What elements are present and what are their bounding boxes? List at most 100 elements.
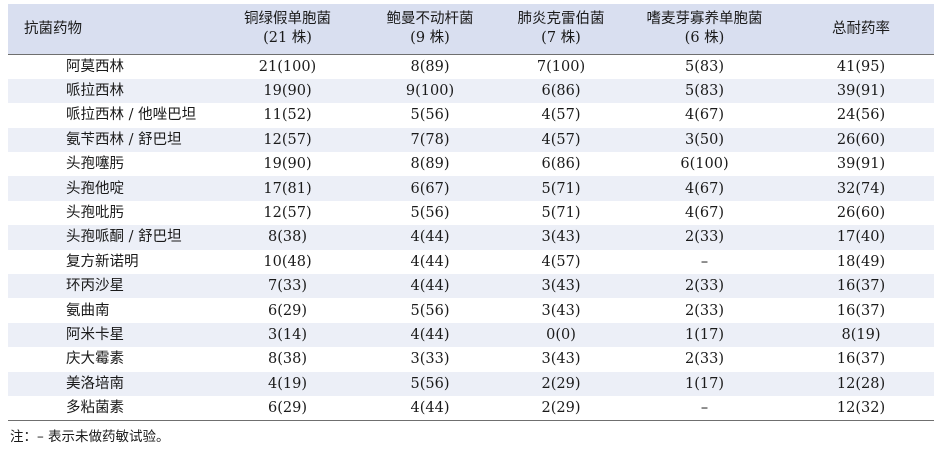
total-rate-cell: 39(91) (836, 83, 886, 100)
resistance-value-cell: 19(90) (263, 83, 312, 100)
header-col-4-count: (6 株) (684, 30, 725, 46)
resistance-value-cell: 2(33) (685, 351, 724, 368)
header-col-2-count: (9 株) (410, 30, 450, 46)
total-rate-cell: 26(60) (836, 131, 886, 148)
table-row: 氨苄西林 / 舒巴坦 12(57) 7(78) 4(57) 3(50) 26(60) (8, 127, 934, 153)
resistance-value-cell: 4(19) (268, 375, 307, 392)
resistance-value-cell: 12(57) (263, 131, 312, 148)
drug-name-cell: 头孢吡肟 (66, 205, 124, 222)
total-rate-cell: 32(74) (836, 180, 886, 197)
resistance-value-cell: 5(71) (541, 180, 581, 197)
drug-name-cell: 阿莫西林 (66, 58, 124, 75)
resistance-value-cell: 2(33) (685, 302, 724, 319)
header-col-1-count: (21 株) (263, 30, 312, 46)
resistance-value-cell: 1(17) (685, 375, 724, 392)
table-row: 阿莫西林 21(100) 8(89) 7(100) 5(83) 41(95) (8, 55, 934, 79)
resistance-value-cell: 3(33) (410, 351, 450, 368)
resistance-value-cell: 19(90) (263, 156, 312, 173)
drug-name-cell: 氨苄西林 / 舒巴坦 (66, 131, 182, 148)
resistance-value-cell: 7(100) (536, 58, 586, 75)
table-header: 抗菌药物 铜绿假单胞菌 (21 株) 鲍曼不动杆菌 (9 株) 肺炎克雷伯菌 (… (8, 4, 934, 55)
resistance-value-cell: 2(33) (685, 229, 724, 246)
resistance-value-cell: 2(33) (685, 278, 724, 295)
table-note: 注：– 表示未做药敏试验。 (10, 429, 170, 445)
resistance-value-cell: – (621, 395, 788, 421)
total-rate-cell: 16(37) (836, 302, 886, 319)
header-col-3-count: (7 株) (541, 30, 581, 46)
drug-name-cell: 环丙沙星 (66, 278, 124, 295)
header-col-4: 嗜麦芽寡养单胞菌 (6 株) (621, 4, 788, 55)
table-row: 哌拉西林 / 他唑巴坦 11(52) 5(56) 4(57) 4(67) 24(56) (8, 103, 934, 127)
resistance-value-cell: – (700, 253, 709, 270)
resistance-value-cell: 17(81) (263, 180, 312, 197)
drug-name-cell: 庆大霉素 (66, 351, 124, 368)
total-rate-cell: 17(40) (836, 229, 886, 246)
header-col-1-name: 铜绿假单胞菌 (244, 11, 331, 27)
resistance-value-cell: 12(57) (263, 205, 312, 222)
total-rate-cell: 18(49) (836, 253, 886, 270)
resistance-value-cell: 3(50) (685, 131, 724, 148)
resistance-value-cell: 4(57) (541, 107, 581, 124)
drug-name-cell: 哌拉西林 / 他唑巴坦 (66, 107, 197, 124)
resistance-value-cell: 7(33) (268, 278, 307, 295)
table-row: 环丙沙星 7(33) 4(44) 3(43) 2(33) 16(37) (8, 274, 934, 299)
resistance-value-cell: 6(29) (268, 302, 307, 319)
resistance-value-cell: 6(67) (410, 180, 450, 197)
header-total: 总耐药率 (788, 4, 934, 55)
resistance-value-cell: 2(29) (501, 395, 621, 421)
resistance-value-cell: 3(43) (541, 229, 581, 246)
resistance-value-cell: 3(43) (541, 302, 581, 319)
total-rate-cell: 16(37) (836, 278, 886, 295)
table-row: 美洛培南 4(19) 5(56) 2(29) 1(17) 12(28) (8, 371, 934, 396)
header-col-4-name: 嗜麦芽寡养单胞菌 (646, 11, 763, 27)
resistance-value-cell: 8(38) (268, 229, 307, 246)
resistance-value-cell: 3(14) (268, 326, 307, 343)
resistance-value-cell: 4(44) (410, 253, 450, 270)
drug-name-cell: 多粘菌素 (8, 395, 216, 421)
table-row: 头孢吡肟 12(57) 5(56) 5(71) 4(67) 26(60) (8, 201, 934, 225)
header-row: 抗菌药物 铜绿假单胞菌 (21 株) 鲍曼不动杆菌 (9 株) 肺炎克雷伯菌 (… (8, 4, 934, 55)
total-rate-cell: 41(95) (836, 58, 886, 75)
resistance-value-cell: 5(56) (410, 375, 450, 392)
total-rate-cell: 24(56) (836, 107, 886, 124)
total-rate-cell: 16(37) (836, 351, 886, 368)
table-body: 阿莫西林 21(100) 8(89) 7(100) 5(83) 41(95) 哌拉西林 19(… (8, 55, 934, 421)
table-row: 头孢噻肟 19(90) 8(89) 6(86) 6(100) 39(91) (8, 152, 934, 176)
resistance-value-cell: 8(89) (410, 156, 450, 173)
resistance-value-cell: 4(44) (359, 395, 501, 421)
total-rate-cell: 39(91) (836, 156, 886, 173)
resistance-value-cell: 5(83) (685, 58, 724, 75)
resistance-table: 抗菌药物 铜绿假单胞菌 (21 株) 鲍曼不动杆菌 (9 株) 肺炎克雷伯菌 (… (8, 4, 934, 421)
drug-name-cell: 阿米卡星 (66, 326, 124, 343)
resistance-value-cell: 4(67) (685, 107, 724, 124)
drug-name-cell: 头孢他啶 (66, 180, 124, 197)
drug-name-cell: 复方新诺明 (66, 253, 139, 270)
resistance-value-cell: 4(57) (541, 131, 581, 148)
table-row: 多粘菌素 6(29) 4(44) 2(29) –12(32) (8, 395, 934, 421)
resistance-value-cell: 4(57) (541, 253, 581, 270)
total-rate-cell: 8(19) (841, 326, 881, 343)
header-drug: 抗菌药物 (8, 4, 216, 55)
resistance-value-cell: 10(48) (263, 253, 312, 270)
resistance-value-cell: 21(100) (258, 58, 317, 75)
resistance-value-cell: 1(17) (685, 326, 724, 343)
header-col-2: 鲍曼不动杆菌 (9 株) (359, 4, 501, 55)
resistance-value-cell: 5(71) (541, 205, 581, 222)
resistance-value-cell: 8(89) (410, 58, 450, 75)
drug-name-cell: 氨曲南 (66, 302, 110, 319)
resistance-value-cell: 4(44) (410, 229, 450, 246)
header-col-3-name: 肺炎克雷伯菌 (517, 11, 605, 27)
total-rate-cell: 12(28) (836, 375, 886, 392)
header-col-3: 肺炎克雷伯菌 (7 株) (501, 4, 621, 55)
table-row: 哌拉西林 19(90) 9(100) 6(86) 5(83) 39(91) (8, 78, 934, 104)
resistance-value-cell: 4(44) (410, 326, 450, 343)
resistance-value-cell: 5(56) (410, 107, 450, 124)
resistance-value-cell: 6(86) (541, 83, 581, 100)
drug-name-cell: 哌拉西林 (66, 83, 124, 100)
table-row: 阿米卡星 3(14) 4(44) 0(0) 1(17) 8(19) (8, 322, 934, 348)
resistance-value-cell: 2(29) (541, 375, 581, 392)
resistance-value-cell: 9(100) (405, 83, 455, 100)
header-col-1: 铜绿假单胞菌 (21 株) (216, 4, 359, 55)
resistance-value-cell: 8(38) (268, 351, 307, 368)
resistance-value-cell: 6(29) (216, 395, 359, 421)
